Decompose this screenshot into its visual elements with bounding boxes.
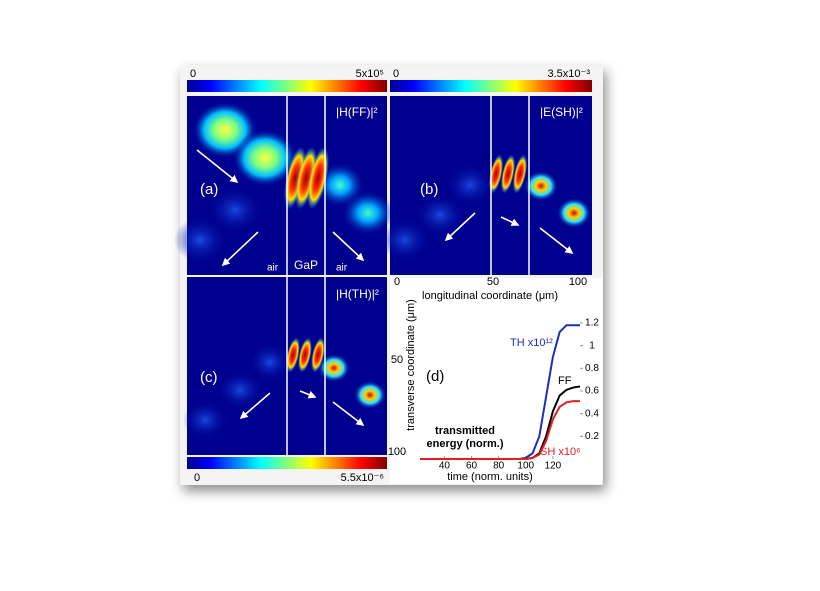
- x-tick-label: 80: [493, 461, 505, 472]
- field-label: |H(FF)|²: [336, 105, 378, 119]
- y-tick-label: 0.6: [585, 386, 599, 397]
- x-tick-label: 120: [545, 461, 562, 472]
- axis-tick-label: 100: [569, 276, 587, 288]
- colorbar-max: 3.5x10⁻³: [548, 68, 591, 80]
- y-tick-label: 1: [589, 340, 595, 351]
- region-label: air: [267, 263, 279, 274]
- y-tick-label: 0.8: [585, 363, 599, 374]
- region-label: air: [336, 263, 348, 274]
- axis-label: transverse coordinate (μm): [405, 299, 417, 431]
- x-axis-label: time (norm. units): [447, 471, 533, 483]
- panel-label: (d): [426, 368, 444, 385]
- axis-tick-label: 50: [487, 276, 499, 288]
- region-label: GaP: [294, 258, 318, 272]
- axis-tick-label: 0: [394, 276, 400, 288]
- colorbar-max: 5.5x10⁻⁶: [341, 472, 384, 484]
- panel-a: [174, 96, 394, 275]
- axis-label: longitudinal coordinate (μm): [422, 290, 558, 302]
- field-label: |E(SH)|²: [540, 105, 583, 119]
- chart-bg: [390, 278, 602, 484]
- panel-c: [183, 277, 387, 455]
- x-tick-label: 60: [466, 461, 478, 472]
- colorbar-min: 0: [194, 472, 200, 484]
- y-tick-label: 0.2: [585, 431, 599, 442]
- colorbar-max: 5x10⁵: [356, 68, 384, 80]
- x-tick-label: 40: [439, 461, 451, 472]
- axis-tick-label: 100: [388, 446, 406, 458]
- colorbar: [187, 457, 387, 469]
- colorbar-min: 0: [393, 68, 399, 80]
- axis-tick-label: 50: [391, 354, 403, 366]
- line: [420, 400, 580, 460]
- field-label: |H(TH)|²: [336, 287, 379, 301]
- colorbar-min: 0: [190, 68, 196, 80]
- colorbar: [390, 80, 592, 92]
- annotation: energy (norm.): [426, 438, 503, 450]
- annotation: transmitted: [435, 425, 495, 437]
- y-tick-label: 1.2: [585, 318, 599, 329]
- panel-label: (c): [200, 369, 218, 386]
- panel-label: (a): [200, 181, 218, 198]
- y-tick-label: 0.4: [585, 408, 599, 419]
- series-label: TH x10¹²: [510, 337, 553, 349]
- series-label: SH x10⁶: [540, 446, 581, 458]
- x-tick-label: 100: [517, 461, 534, 472]
- panel-label: (b): [420, 181, 438, 198]
- panel-b: [381, 96, 592, 275]
- series-label: FF: [558, 375, 572, 387]
- colorbar: [187, 80, 387, 92]
